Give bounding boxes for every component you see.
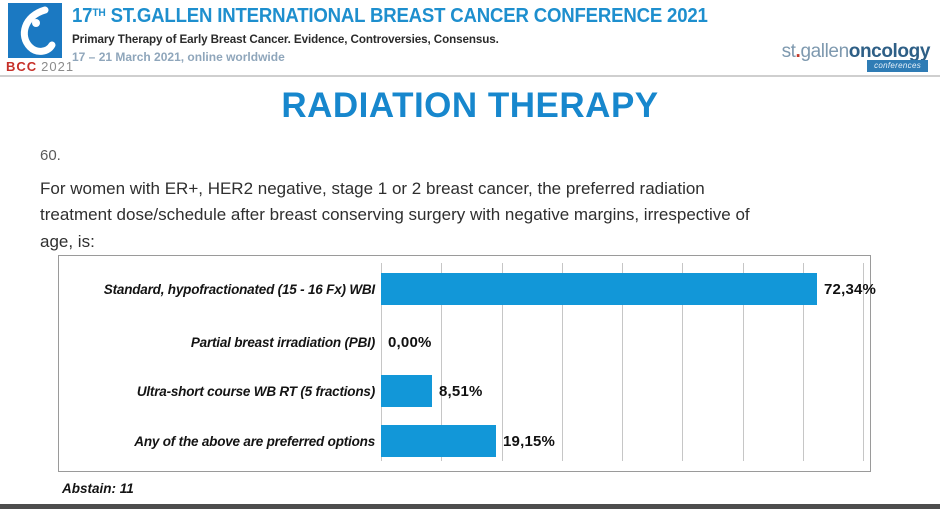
poll-results-chart: Standard, hypofractionated (15 - 16 Fx) …: [58, 255, 876, 472]
chart-row: Ultra-short course WB RT (5 fractions) 8,…: [59, 375, 870, 407]
gridline: [441, 263, 443, 461]
conference-dates: 17 – 21 March 2021, online worldwide: [72, 50, 285, 64]
bcc-logo-glyph-icon: [20, 6, 56, 55]
conference-title-text: ST.GALLEN INTERNATIONAL BREAST CANCER CO…: [105, 5, 708, 27]
chart-row: Standard, hypofractionated (15 - 16 Fx) …: [59, 273, 876, 305]
conference-title: 17TH ST.GALLEN INTERNATIONAL BREAST CANC…: [72, 5, 708, 28]
stgallen-logo-gallen: gallen: [800, 41, 849, 62]
question-line: age, is:: [40, 231, 95, 251]
bar: [381, 273, 817, 305]
bcc-logo-year: 2021: [41, 59, 75, 74]
gridline: [742, 263, 744, 461]
conference-title-ordinal: TH: [92, 7, 106, 19]
question-number: 60.: [40, 147, 61, 164]
bcc-logo-caption: BCC 2021: [6, 59, 74, 74]
category-label: Any of the above are preferred options: [134, 433, 375, 449]
stgallen-logo-st: st: [781, 41, 796, 62]
stgallen-logo-oncology: oncology: [848, 41, 931, 62]
stgallen-logo-dot: .: [795, 41, 801, 62]
gridline: [501, 263, 503, 461]
bottom-edge-strip: [0, 504, 940, 509]
question-line: treatment dose/schedule after breast con…: [40, 205, 750, 225]
value-label: 19,15%: [503, 432, 556, 450]
bar: [381, 375, 432, 407]
bcc-logo: [8, 3, 62, 58]
chart-row: Any of the above are preferred options 19…: [59, 425, 870, 457]
question-text: For women with ER+, HER2 negative, stage…: [40, 176, 910, 255]
gridline: [802, 263, 804, 461]
gridline: [561, 263, 563, 461]
bar: [381, 425, 496, 457]
category-label: Partial breast irradiation (PBI): [190, 334, 375, 350]
conference-subtitle: Primary Therapy of Early Breast Cancer. …: [72, 32, 499, 46]
value-label: 0,00%: [388, 333, 432, 351]
question-line: For women with ER+, HER2 negative, stage…: [40, 179, 705, 198]
plot-area: [381, 263, 864, 461]
gridline: [622, 263, 623, 461]
gridline: [863, 263, 864, 461]
value-label: 8,51%: [439, 382, 483, 400]
category-label: Ultra-short course WB RT (5 fractions): [136, 383, 375, 399]
slide-title: RADIATION THERAPY: [281, 86, 659, 125]
gridline: [682, 263, 684, 461]
gridline: [381, 263, 382, 461]
category-label: Standard, hypofractionated (15 - 16 Fx) …: [103, 281, 375, 297]
conference-title-number: 17: [72, 5, 93, 27]
stgallen-oncology-logo: st.gallenoncology: [781, 41, 931, 63]
value-label: 72,34%: [824, 280, 877, 298]
abstain-note: Abstain: 11: [62, 481, 134, 496]
conference-header: 17TH ST.GALLEN INTERNATIONAL BREAST CANC…: [72, 5, 756, 64]
bcc-logo-text: BCC: [6, 59, 38, 74]
conferences-badge: conferences: [867, 60, 928, 72]
chart-row: Partial breast irradiation (PBI) 0,00%: [59, 326, 870, 358]
header-divider: [0, 75, 940, 77]
